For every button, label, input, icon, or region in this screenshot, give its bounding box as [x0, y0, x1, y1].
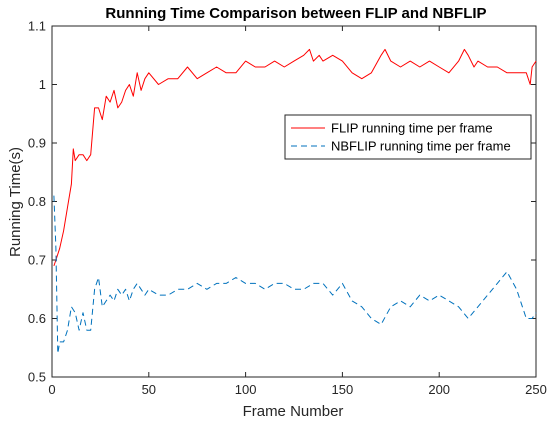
x-tick-label: 100 [235, 382, 257, 397]
y-tick-label: 1.1 [28, 19, 46, 34]
legend-box [284, 114, 532, 160]
plot-area: 0 50 100 150 200 250 0.5 0.6 0.7 0.8 0.9 1 1.1 FLIP r… [28, 19, 547, 398]
y-axis-label: Running Time(s) [7, 147, 24, 257]
x-tick-label: 150 [332, 382, 354, 397]
x-tick-label: 250 [525, 382, 547, 397]
nbflip-series-line [53, 195, 537, 355]
x-tick-label: 0 [48, 382, 55, 397]
legend: FLIP running time per frame NBFLIP runnin… [284, 114, 532, 160]
y-tick-label: 0.8 [28, 194, 46, 209]
y-tick-label: 0.7 [28, 253, 46, 268]
chart-title: Running Time Comparison between FLIP and… [105, 5, 486, 22]
legend-label: FLIP running time per frame [331, 121, 493, 136]
flip-series-line [53, 48, 537, 267]
y-tick-label: 0.5 [28, 370, 46, 385]
y-tick-label: 0.6 [28, 311, 46, 326]
x-axis-label: Frame Number [243, 403, 344, 420]
y-tick-label: 0.9 [28, 136, 46, 151]
legend-label: NBFLIP running time per frame [331, 139, 511, 154]
x-tick-label: 50 [142, 382, 156, 397]
x-tick-label: 200 [428, 382, 450, 397]
y-tick-label: 1 [39, 77, 46, 92]
